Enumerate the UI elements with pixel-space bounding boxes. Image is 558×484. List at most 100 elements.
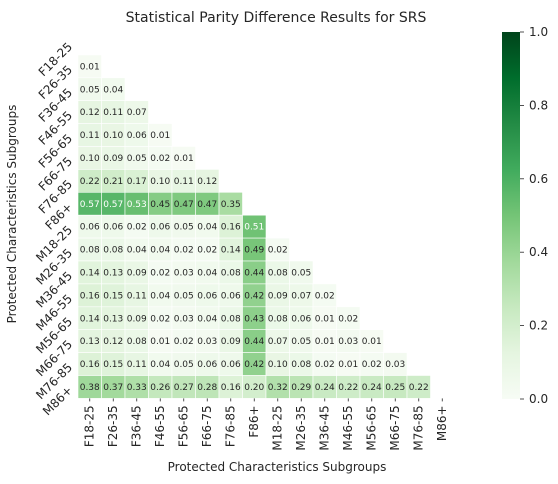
cell-value-label: 0.03 xyxy=(338,337,358,347)
cell-value-label: 0.15 xyxy=(103,291,123,301)
x-tick-label: M26-35 xyxy=(294,405,308,450)
cell-value-label: 0.13 xyxy=(103,268,123,278)
cell-value-label: 0.38 xyxy=(80,383,100,393)
cell-value-label: 0.14 xyxy=(221,246,241,256)
cell-value-label: 0.05 xyxy=(174,223,194,233)
cell-value-label: 0.42 xyxy=(244,291,264,301)
cell-value-label: 0.44 xyxy=(244,268,264,278)
colorbar-tick-label: 0.4 xyxy=(529,245,548,259)
colorbar-tick-label: 0.2 xyxy=(529,319,548,333)
x-tick-label: F76-85 xyxy=(224,405,238,447)
cell-value-label: 0.21 xyxy=(103,177,123,187)
cell-value-label: 0.53 xyxy=(127,200,147,210)
cell-value-label: 0.08 xyxy=(80,246,100,256)
cell-value-label: 0.08 xyxy=(221,268,241,278)
cell-value-label: 0.08 xyxy=(103,246,123,256)
x-tick-label: F18-25 xyxy=(83,405,97,447)
cell-value-label: 0.45 xyxy=(150,200,170,210)
x-tick-label: F66-75 xyxy=(200,405,214,447)
cell-value-label: 0.09 xyxy=(221,337,241,347)
cell-value-label: 0.14 xyxy=(80,268,100,278)
cell-value-label: 0.05 xyxy=(80,85,100,95)
cell-value-label: 0.03 xyxy=(385,360,405,370)
cell-value-label: 0.03 xyxy=(174,268,194,278)
cell-value-label: 0.25 xyxy=(385,383,405,393)
cell-value-label: 0.16 xyxy=(221,223,241,233)
cell-value-label: 0.06 xyxy=(197,291,217,301)
cell-value-label: 0.10 xyxy=(103,131,123,141)
cell-value-label: 0.51 xyxy=(244,223,264,233)
colorbar-tick-label: 0.0 xyxy=(529,392,548,406)
cell-value-label: 0.07 xyxy=(291,291,311,301)
colorbar-tick-label: 0.8 xyxy=(529,98,548,112)
x-tick-label: F26-35 xyxy=(106,405,120,447)
cell-value-label: 0.16 xyxy=(80,291,100,301)
x-tick-labels: F18-25 F26-35 F36-45 F46-55 F56-65 F66-75 F76-… xyxy=(83,398,449,451)
y-axis-label: Protected Characteristics Subgroups xyxy=(5,105,19,324)
cell-value-label: 0.06 xyxy=(150,223,170,233)
cell-value-label: 0.03 xyxy=(197,337,217,347)
x-tick-label: M66-75 xyxy=(388,405,402,450)
cell-value-label: 0.06 xyxy=(197,360,217,370)
x-tick-label: M56-65 xyxy=(365,405,379,450)
cell-value-label: 0.13 xyxy=(80,337,100,347)
cell-value-label: 0.24 xyxy=(315,383,335,393)
cell-value-label: 0.04 xyxy=(150,291,170,301)
cell-value-label: 0.10 xyxy=(268,360,288,370)
cell-value-label: 0.04 xyxy=(197,223,217,233)
cell-value-label: 0.57 xyxy=(103,200,123,210)
x-tick-label: M86+ xyxy=(435,405,449,441)
cell-value-label: 0.05 xyxy=(291,337,311,347)
cell-value-label: 0.22 xyxy=(338,383,358,393)
cell-value-label: 0.02 xyxy=(338,314,358,324)
cell-value-label: 0.01 xyxy=(80,62,100,72)
cell-value-label: 0.05 xyxy=(174,291,194,301)
cell-value-label: 0.02 xyxy=(127,223,147,233)
cell-value-label: 0.29 xyxy=(291,383,311,393)
cell-value-label: 0.17 xyxy=(127,177,147,187)
cell-value-label: 0.09 xyxy=(127,268,147,278)
cell-value-label: 0.44 xyxy=(244,337,264,347)
y-tick-labels: F18-25F26-35F36-45F46-55F56-65F66-75F76-… xyxy=(33,40,75,419)
cell-value-label: 0.11 xyxy=(103,108,123,118)
cell-value-label: 0.14 xyxy=(80,314,100,324)
cell-value-label: 0.08 xyxy=(268,268,288,278)
cell-value-label: 0.06 xyxy=(103,223,123,233)
cell-value-label: 0.03 xyxy=(174,314,194,324)
cell-value-label: 0.02 xyxy=(362,360,382,370)
cell-value-label: 0.24 xyxy=(362,383,382,393)
x-tick-label: F36-45 xyxy=(130,405,144,447)
cell-value-label: 0.01 xyxy=(315,337,335,347)
x-tick-label: F46-55 xyxy=(153,405,167,447)
cell-value-label: 0.01 xyxy=(150,337,170,347)
cell-value-label: 0.11 xyxy=(174,177,194,187)
cell-value-label: 0.27 xyxy=(174,383,194,393)
cell-value-label: 0.08 xyxy=(268,314,288,324)
cell-value-label: 0.02 xyxy=(315,291,335,301)
cell-value-label: 0.49 xyxy=(244,246,264,256)
cell-value-label: 0.11 xyxy=(127,360,147,370)
cell-value-label: 0.57 xyxy=(80,200,100,210)
colorbar-tick-label: 1.0 xyxy=(529,25,548,39)
cell-value-label: 0.37 xyxy=(103,383,123,393)
cell-value-label: 0.43 xyxy=(244,314,264,324)
cell-value-label: 0.01 xyxy=(174,154,194,164)
cell-value-label: 0.02 xyxy=(268,246,288,256)
cell-value-label: 0.08 xyxy=(127,337,147,347)
x-axis-label: Protected Characteristics Subgroups xyxy=(168,460,387,474)
cell-value-label: 0.06 xyxy=(80,223,100,233)
heatmap-cells: 0.010.05 0.040.12 0.11 0.070.11 0.10 0.06 0.01… xyxy=(77,54,431,399)
cell-value-label: 0.01 xyxy=(338,360,358,370)
cell-value-label: 0.02 xyxy=(150,314,170,324)
cell-value-label: 0.10 xyxy=(80,154,100,164)
cell-value-label: 0.32 xyxy=(268,383,288,393)
cell-value-label: 0.47 xyxy=(197,200,217,210)
cell-value-label: 0.22 xyxy=(80,177,100,187)
cell-value-label: 0.11 xyxy=(127,291,147,301)
cell-value-label: 0.28 xyxy=(197,383,217,393)
cell-value-label: 0.04 xyxy=(150,360,170,370)
cell-value-label: 0.20 xyxy=(244,383,264,393)
cell-value-label: 0.01 xyxy=(150,131,170,141)
cell-value-label: 0.06 xyxy=(221,360,241,370)
